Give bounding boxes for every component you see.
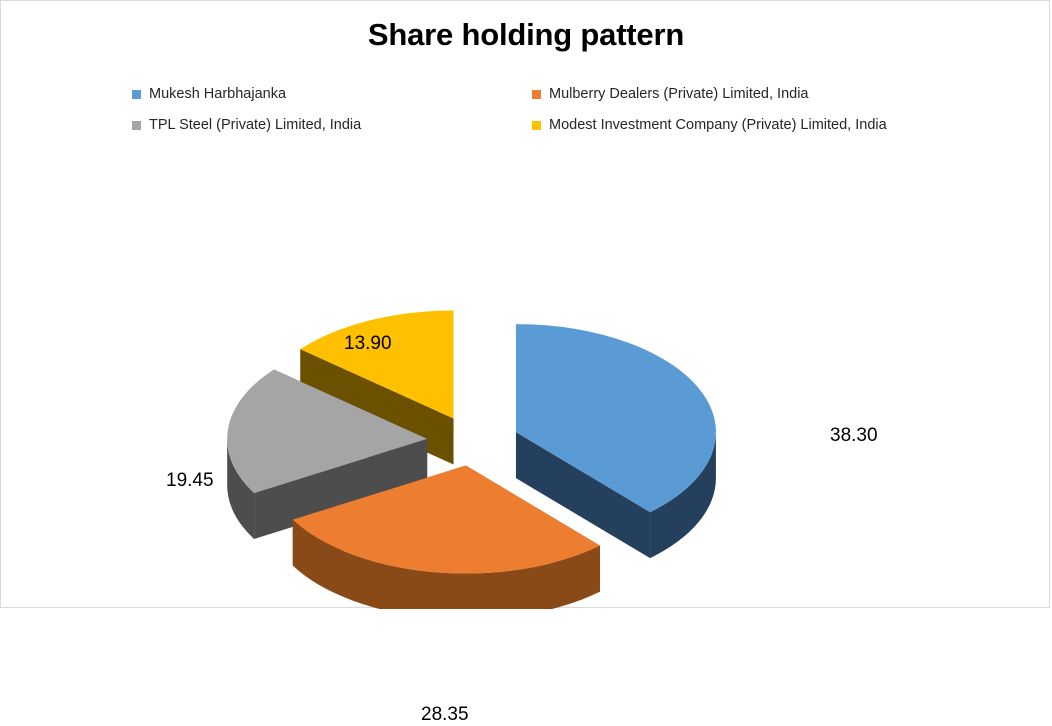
pie-slice-1[interactable] <box>292 465 601 620</box>
pie-slice-top <box>292 465 601 574</box>
legend-label: Mulberry Dealers (Private) Limited, Indi… <box>549 86 809 102</box>
pie-slice-top <box>227 369 428 493</box>
pie-slice-radial-wall <box>515 432 651 559</box>
pie-slice-outer-wall <box>292 519 601 620</box>
pie-slice-outer-wall <box>227 438 255 539</box>
legend-swatch-orange-icon <box>532 89 541 99</box>
legend-label: Modest Investment Company (Private) Limi… <box>549 117 887 133</box>
legend-item-modest-investment[interactable]: Modest Investment Company (Private) Limi… <box>532 114 962 136</box>
pie-slice-radial-wall <box>254 438 428 539</box>
legend-item-mukesh-harbhajanka[interactable]: Mukesh Harbhajanka <box>132 83 532 105</box>
data-label-yellow: 13.90 <box>344 333 392 354</box>
legend-item-mulberry-dealers[interactable]: Mulberry Dealers (Private) Limited, Indi… <box>532 83 962 105</box>
legend-swatch-yellow-icon <box>532 120 541 130</box>
chart-title: Share holding pattern <box>367 17 685 52</box>
pie-slice-outer-wall <box>650 432 716 559</box>
pie-slice-top <box>300 310 454 419</box>
pie-chart-svg <box>227 310 716 620</box>
legend-label: TPL Steel (Private) Limited, India <box>149 117 362 133</box>
data-label-orange: 28.35 <box>421 704 469 725</box>
data-label-blue: 38.30 <box>830 425 878 446</box>
legend-row: TPL Steel (Private) Limited, India Modes… <box>132 114 962 136</box>
pie-plot-area[interactable]: 38.30 28.35 19.45 13.90 <box>1 151 1051 725</box>
legend-row: Mukesh Harbhajanka Mulberry Dealers (Pri… <box>132 83 962 105</box>
data-label-gray: 19.45 <box>166 470 214 491</box>
pie-slice-0[interactable] <box>515 324 716 559</box>
chart-legend[interactable]: Mukesh Harbhajanka Mulberry Dealers (Pri… <box>132 83 962 143</box>
pie-slice-2[interactable] <box>227 369 428 539</box>
pie-slice-top <box>515 324 716 513</box>
legend-swatch-gray-icon <box>132 120 141 130</box>
legend-swatch-blue-icon <box>132 89 141 99</box>
legend-item-tpl-steel[interactable]: TPL Steel (Private) Limited, India <box>132 114 532 136</box>
legend-label: Mukesh Harbhajanka <box>149 86 287 102</box>
